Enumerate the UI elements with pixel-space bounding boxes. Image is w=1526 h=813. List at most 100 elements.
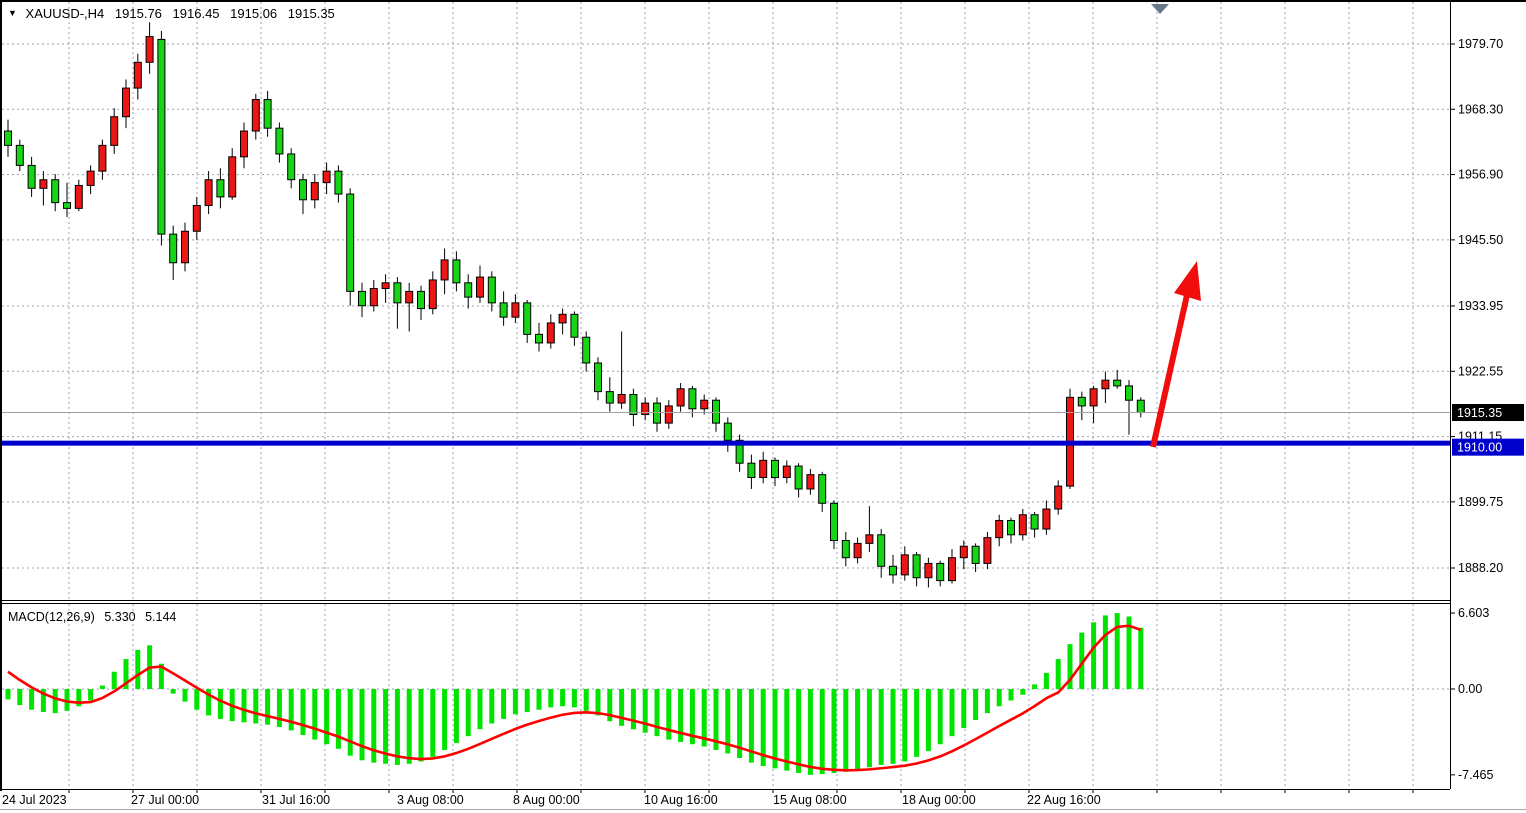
- candlestick-series: [4, 22, 1145, 588]
- open-value: 1915.76: [114, 6, 162, 21]
- support-line[interactable]: [2, 440, 1450, 446]
- candlestick: [782, 465, 791, 479]
- candlestick: [735, 439, 744, 464]
- candlestick: [452, 259, 461, 284]
- grid: [2, 2, 1450, 789]
- candlestick: [110, 116, 119, 146]
- candlestick: [712, 399, 720, 424]
- candlestick: [346, 193, 355, 292]
- candlestick: [1125, 385, 1133, 401]
- candlestick: [204, 179, 213, 206]
- candlestick: [63, 202, 71, 209]
- price-axis-label: 1933.95: [1458, 299, 1503, 313]
- candlestick: [1101, 379, 1110, 390]
- time-axis-label: 22 Aug 16:00: [1027, 793, 1101, 807]
- time-axis-label: 27 Jul 00:00: [131, 793, 199, 807]
- time-axis-label: 10 Aug 16:00: [644, 793, 718, 807]
- candlestick: [1054, 485, 1063, 510]
- candlestick: [4, 130, 12, 146]
- candlestick: [830, 502, 838, 542]
- candlestick: [499, 302, 508, 318]
- candlestick: [865, 534, 874, 544]
- candlestick: [983, 537, 992, 564]
- candlestick: [263, 99, 272, 129]
- candlestick: [912, 554, 921, 579]
- symbol-dropdown-icon[interactable]: ▼: [8, 8, 17, 18]
- candlestick: [428, 279, 437, 310]
- candlestick: [900, 554, 909, 576]
- candlestick: [546, 322, 555, 344]
- svg-text:1915.35: 1915.35: [1457, 406, 1502, 420]
- candlestick: [924, 562, 933, 579]
- candlestick: [228, 156, 237, 198]
- candlestick: [523, 302, 532, 335]
- candlestick: [1113, 379, 1122, 387]
- candlestick: [511, 302, 520, 318]
- candlestick: [853, 542, 862, 559]
- time-axis-label: 8 Aug 00:00: [513, 793, 580, 807]
- trend-arrow[interactable]: [1150, 261, 1201, 448]
- candlestick: [723, 422, 732, 441]
- macd-axis-label: -7.465: [1458, 768, 1493, 782]
- macd-histogram: [5, 613, 1144, 775]
- candlestick: [582, 336, 591, 364]
- chart-shift-marker-icon[interactable]: [1151, 4, 1169, 14]
- candlestick: [806, 474, 815, 490]
- candlestick: [959, 545, 968, 559]
- price-axis-label: 1899.75: [1458, 495, 1503, 509]
- candlestick: [310, 182, 319, 201]
- candlestick: [487, 276, 496, 304]
- candlestick: [417, 290, 425, 310]
- macd-signal-line: [7, 624, 1142, 772]
- price-scale[interactable]: 1979.70 1968.30 1956.90 1945.50 1933.95 1922.…: [1450, 37, 1503, 575]
- candlestick: [948, 557, 956, 582]
- candlestick: [334, 170, 343, 195]
- candlestick: [535, 333, 543, 344]
- candlestick: [676, 388, 685, 407]
- candlestick: [1089, 388, 1098, 407]
- candlestick: [86, 170, 95, 186]
- time-scale[interactable]: 24 Jul 2023 27 Jul 00:00 31 Jul 16:00 3 Aug…: [2, 789, 1414, 807]
- price-axis-label: 1956.90: [1458, 168, 1503, 182]
- candlestick: [358, 290, 366, 307]
- candlestick: [995, 519, 1004, 539]
- macd-indicator-label: MACD(12,26,9) 5.330 5.144: [8, 610, 176, 624]
- candlestick: [169, 233, 178, 264]
- close-value: 1915.35: [287, 6, 335, 21]
- candlestick: [936, 562, 945, 582]
- candlestick: [15, 144, 24, 166]
- candlestick: [605, 391, 614, 404]
- candlestick: [700, 399, 709, 410]
- candlestick: [476, 276, 484, 298]
- price-axis-label: 1888.20: [1458, 561, 1503, 575]
- candlestick: [1042, 508, 1051, 530]
- macd-axis-label: 0.00: [1458, 682, 1482, 696]
- macd-main-value: 5.330: [104, 610, 136, 624]
- time-axis-label: 24 Jul 2023: [2, 793, 67, 807]
- candlestick: [240, 130, 248, 158]
- current-price-tag: 1915.35: [1452, 404, 1524, 422]
- candlestick: [157, 38, 166, 235]
- candlestick: [771, 459, 779, 479]
- price-axis-label: 1922.55: [1458, 364, 1503, 378]
- candlestick: [688, 388, 697, 410]
- candlestick: [1030, 514, 1039, 530]
- candlestick: [133, 61, 142, 89]
- candlestick: [145, 36, 154, 63]
- macd-axis-label: 6.603: [1458, 606, 1489, 620]
- macd-name: MACD(12,26,9): [8, 610, 95, 624]
- candlestick: [759, 459, 768, 479]
- candlestick: [216, 179, 225, 198]
- candlestick: [192, 204, 201, 232]
- candlestick: [51, 179, 60, 204]
- time-axis-label: 31 Jul 16:00: [262, 793, 330, 807]
- candlestick: [1018, 514, 1027, 536]
- time-axis-label: 15 Aug 08:00: [773, 793, 847, 807]
- candlestick: [322, 170, 331, 184]
- macd-scale[interactable]: 6.603 0.00 -7.465: [1450, 606, 1493, 782]
- candlestick: [570, 313, 579, 338]
- candlestick: [251, 99, 260, 132]
- support-price-tag: 1910.00: [1452, 438, 1524, 456]
